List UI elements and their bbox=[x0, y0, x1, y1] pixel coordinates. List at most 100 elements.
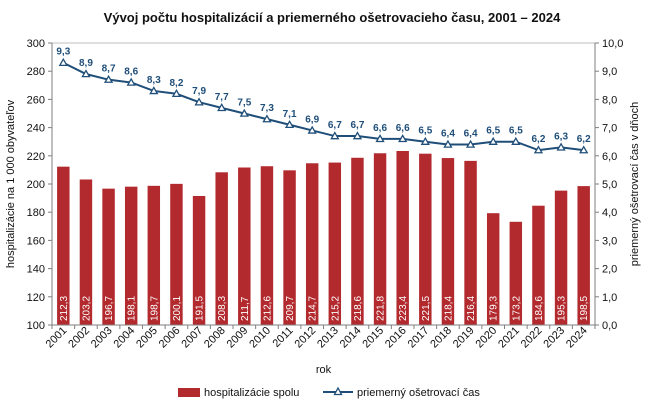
legend: hospitalizácie spolu priemerný ošetrovací… bbox=[178, 386, 480, 399]
line-marker bbox=[194, 97, 204, 106]
bar-value-label: 198,1 bbox=[127, 296, 138, 321]
x-axis-tick-label: 2005 bbox=[134, 325, 160, 351]
y-axis-left: 100 120 140 160 180 200 220 240 260 280 300 bbox=[27, 38, 53, 332]
line-value-label: 9,3 bbox=[56, 47, 70, 58]
y-axis-left-tick-label: 120 bbox=[27, 292, 45, 304]
line-value-label: 6,2 bbox=[577, 134, 591, 145]
line-value-label: 6,4 bbox=[441, 129, 455, 140]
x-axis-tick-label: 2004 bbox=[112, 325, 138, 351]
line-value-label: 8,2 bbox=[169, 78, 183, 89]
y-axis-right-tick-label: 6,0 bbox=[602, 151, 617, 163]
bar bbox=[192, 195, 206, 325]
bar bbox=[486, 213, 500, 325]
legend-line-marker bbox=[333, 386, 343, 396]
x-axis-tick-label: 2020 bbox=[474, 325, 500, 351]
y-axis-right-tick-label: 2,0 bbox=[602, 264, 617, 276]
line-marker bbox=[330, 131, 340, 140]
line-value-label: 7,5 bbox=[237, 98, 251, 109]
bar bbox=[79, 179, 93, 325]
bar-value-label: 221,5 bbox=[421, 296, 432, 321]
line-marker bbox=[81, 69, 91, 78]
legend-line-label: priemerný ošetrovací čas bbox=[357, 387, 480, 399]
line-value-label: 8,3 bbox=[147, 75, 161, 86]
bar-value-label: 179,3 bbox=[489, 296, 500, 321]
line-marker bbox=[126, 77, 136, 86]
x-axis-tick-label: 2009 bbox=[225, 325, 251, 351]
x-axis-tick-label: 2021 bbox=[496, 325, 522, 351]
y-axis-right-tick-label: 7,0 bbox=[602, 123, 617, 135]
x-axis-title: rok bbox=[316, 364, 332, 376]
y-axis-left-tick-label: 100 bbox=[27, 320, 45, 332]
line-marker bbox=[488, 136, 498, 145]
line-marker bbox=[103, 74, 114, 83]
bar bbox=[328, 162, 342, 325]
y-axis-right-tick-label: 8,0 bbox=[602, 94, 617, 106]
line-value-label: 6,2 bbox=[531, 134, 545, 145]
line-value-label: 6,5 bbox=[418, 126, 432, 137]
bar-value-label: 203,2 bbox=[81, 296, 92, 321]
bar-value-label: 191,5 bbox=[195, 296, 206, 321]
bar-value-label: 184,6 bbox=[534, 296, 545, 321]
bar-value-label: 216,4 bbox=[466, 296, 477, 321]
bar-value-label: 209,7 bbox=[285, 296, 296, 321]
bar bbox=[147, 185, 161, 325]
x-axis-tick-label: 2016 bbox=[383, 325, 409, 351]
x-axis: 2001200220032004200520062007200820092010… bbox=[44, 324, 596, 351]
bar bbox=[464, 160, 477, 325]
y-axis-right: 0,0 1,0 2,0 3,0 4,0 5,0 6,0 7,0 8,0 9,0 10,0 bbox=[594, 38, 623, 332]
bar bbox=[396, 151, 409, 325]
line-value-label: 8,7 bbox=[102, 64, 116, 75]
x-axis-tick-label: 2012 bbox=[293, 325, 319, 351]
line-marker bbox=[511, 136, 521, 145]
line-marker bbox=[352, 131, 363, 140]
bar-value-label: 211,7 bbox=[240, 296, 251, 321]
y-axis-left-tick-label: 160 bbox=[27, 235, 45, 247]
x-axis-tick-label: 2019 bbox=[451, 325, 477, 351]
line-value-label: 6,6 bbox=[396, 123, 410, 134]
bar-value-label: 214,7 bbox=[308, 296, 319, 321]
x-axis-tick-label: 2022 bbox=[519, 325, 545, 351]
bar-value-label: 212,6 bbox=[262, 296, 273, 321]
line-value-label: 8,9 bbox=[79, 58, 93, 69]
line-value-label: 6,5 bbox=[486, 126, 500, 137]
x-axis-tick-label: 2013 bbox=[315, 325, 341, 351]
bar-value-label: 223,4 bbox=[398, 296, 409, 321]
line-marker bbox=[262, 114, 272, 123]
bar bbox=[215, 172, 228, 325]
line-marker bbox=[465, 139, 476, 148]
bar bbox=[57, 166, 70, 325]
bar bbox=[260, 166, 274, 325]
bar bbox=[532, 205, 545, 325]
bar bbox=[170, 183, 183, 325]
line-value-label: 8,6 bbox=[124, 66, 138, 77]
x-axis-tick-label: 2014 bbox=[338, 325, 364, 351]
x-axis-tick-label: 2003 bbox=[89, 325, 115, 351]
line-value-label: 6,5 bbox=[509, 126, 523, 137]
line-marker bbox=[398, 134, 408, 143]
bar bbox=[373, 153, 387, 325]
x-axis-tick-label: 2006 bbox=[157, 325, 183, 351]
chart-title: Vývoj počtu hospitalizácií a priemerného… bbox=[104, 10, 561, 25]
line-marker bbox=[217, 103, 227, 112]
line-marker bbox=[58, 57, 68, 67]
line-value-label: 6,4 bbox=[464, 129, 478, 140]
line-marker bbox=[307, 125, 317, 134]
x-axis-tick-label: 2023 bbox=[541, 325, 567, 351]
bar-value-label: 208,3 bbox=[217, 296, 228, 321]
y-axis-right-tick-label: 3,0 bbox=[602, 235, 617, 247]
x-axis-tick-label: 2024 bbox=[564, 325, 590, 351]
line-marker bbox=[533, 145, 544, 154]
y-axis-title: hospitalizácie na 1 000 obyvateľov bbox=[5, 99, 17, 268]
bar bbox=[124, 186, 138, 325]
bar bbox=[554, 190, 568, 325]
bar bbox=[351, 157, 364, 325]
bar bbox=[419, 153, 432, 325]
bar bbox=[441, 158, 455, 325]
bar-value-label: 218,4 bbox=[443, 296, 454, 321]
line-value-label: 6,3 bbox=[554, 131, 568, 142]
x-axis-tick-label: 2015 bbox=[360, 325, 386, 351]
y-axis-right-tick-label: 1,0 bbox=[602, 292, 617, 304]
line-marker bbox=[556, 142, 566, 151]
